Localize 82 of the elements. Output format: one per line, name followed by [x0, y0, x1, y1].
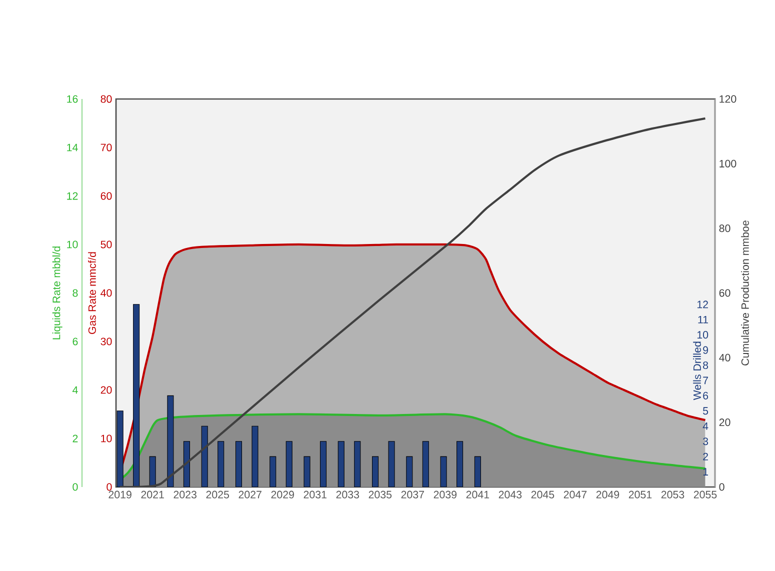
y-axis-title: Gas Rate mmcf/d	[88, 252, 96, 334]
y2-tick-label: 6	[72, 338, 78, 346]
y3-tick-label: 40	[719, 354, 730, 362]
x-tick-label: 2051	[628, 490, 652, 498]
y-tick-label: 0	[106, 483, 112, 491]
bar	[406, 456, 413, 487]
y-tick-label: 10	[101, 434, 112, 442]
bar	[218, 441, 224, 487]
bar	[354, 441, 361, 487]
y2-tick-label: 4	[72, 386, 78, 394]
x-tick-label: 2053	[661, 490, 684, 498]
y2-tick-label: 8	[72, 289, 78, 297]
x-tick-label: 2045	[531, 490, 554, 498]
x-tick-label: 2041	[466, 490, 490, 498]
y-tick-label: 6	[703, 392, 708, 400]
y-tick-label: 2	[703, 452, 708, 460]
y3-tick-label: 100	[720, 160, 736, 168]
y2-axis-title: Liquids Rate mbbl/d	[52, 246, 62, 340]
y-tick-label: 3	[702, 438, 708, 446]
y3-tick-label: 120	[720, 95, 736, 103]
y2-tick-label: 2	[72, 434, 78, 442]
y2-tick-label: 14	[67, 144, 78, 152]
y-tick-label: 4	[702, 422, 708, 430]
bar	[286, 441, 292, 487]
x-tick-label: 2029	[271, 490, 294, 498]
y2-tick-label: 10	[67, 240, 78, 248]
bar	[167, 395, 174, 487]
y-tick-label: 70	[100, 144, 112, 152]
bar	[183, 441, 190, 487]
bar	[133, 304, 140, 487]
y-tick-label: 12	[697, 300, 708, 308]
x-tick-label: 2033	[336, 490, 360, 498]
bar	[149, 456, 156, 487]
y-axis-title: Wells Drilled	[693, 342, 701, 400]
y-tick-label: 9	[703, 346, 708, 354]
y-tick-label: 7	[703, 376, 708, 384]
bar	[252, 426, 258, 487]
y-tick-label: 50	[100, 240, 112, 248]
y-tick-label: 11	[698, 316, 708, 324]
y-tick-label: 40	[100, 289, 112, 297]
y3-tick-label: 60	[719, 289, 730, 297]
x-tick-label: 2055	[694, 490, 717, 498]
bar	[456, 441, 464, 487]
x-tick-label: 2027	[238, 490, 262, 498]
y2-tick-label: 16	[67, 95, 78, 103]
x-tick-label: 2021	[141, 490, 164, 498]
bar	[474, 456, 481, 487]
x-tick-label: 2025	[206, 490, 230, 498]
bar	[201, 426, 208, 487]
y-tick-label: 30	[100, 338, 112, 346]
y2-tick-label: 12	[67, 192, 78, 200]
x-tick-label: 2047	[564, 490, 587, 498]
bar	[304, 456, 310, 487]
y-tick-label: 80	[100, 95, 112, 103]
bar	[320, 441, 327, 487]
y-tick-label: 1	[703, 468, 708, 476]
y-tick-label: 20	[100, 386, 112, 394]
y3-tick-label: 20	[719, 418, 730, 426]
x-tick-label: 2037	[401, 490, 424, 498]
x-tick-label: 2031	[304, 490, 326, 498]
bar	[440, 456, 447, 487]
bar	[422, 441, 429, 487]
x-tick-label: 2039	[434, 490, 457, 498]
y3-tick-label: 0	[719, 483, 724, 491]
y2-tick-label: 0	[72, 483, 78, 491]
bar	[338, 441, 344, 487]
y-tick-label: 60	[100, 192, 112, 200]
x-tick-label: 2049	[596, 490, 620, 498]
x-tick-label: 2035	[368, 490, 392, 498]
y3-axis-title: Cumulative Production mmboe	[741, 220, 749, 366]
y3-tick-label: 80	[719, 224, 730, 232]
x-tick-label: 2043	[498, 490, 522, 498]
bar	[388, 441, 395, 487]
bar	[372, 456, 379, 487]
x-tick-label: 2019	[108, 490, 132, 498]
x-tick-label: 2023	[174, 490, 196, 498]
y-tick-label: 8	[703, 361, 708, 370]
bar	[270, 456, 276, 487]
y-tick-label: 10	[697, 331, 708, 339]
y-tick-label: 5	[702, 407, 708, 415]
bar	[116, 410, 124, 487]
bar	[235, 441, 242, 487]
